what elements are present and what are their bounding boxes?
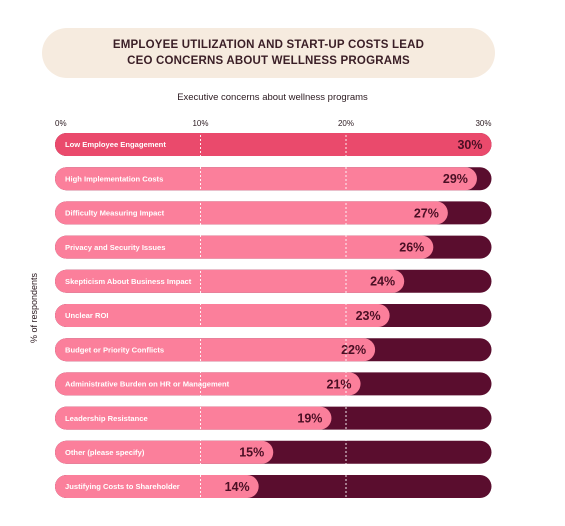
- bar-row: Skepticism About Business Impact 24%: [55, 269, 492, 293]
- bar: [55, 167, 477, 191]
- value-label: 27%: [414, 206, 439, 220]
- bar-row: Difficulty Measuring Impact 27%: [55, 201, 492, 225]
- chart-title-line-1: EMPLOYEE UTILIZATION AND START-UP COSTS …: [112, 39, 425, 51]
- bar: [55, 475, 259, 498]
- bar-row: High Implementation Costs 29%: [55, 167, 492, 191]
- category-label: Low Employee Engagement: [65, 140, 166, 149]
- bar: [55, 338, 376, 362]
- bar-row: Privacy and Security Issues 26%: [55, 235, 492, 259]
- category-label: Justifying Costs to Shareholder: [65, 482, 180, 491]
- bar: [55, 269, 405, 293]
- category-label: Privacy and Security Issues: [65, 243, 165, 252]
- bar-row: Budget or Priority Conflicts 22%: [55, 338, 492, 362]
- bar: [55, 372, 361, 396]
- chart-title-line-2: CEO CONCERNS ABOUT WELLNESS PROGRAMS: [127, 55, 410, 67]
- category-label: High Implementation Costs: [65, 174, 163, 183]
- bar-row: Justifying Costs to Shareholder 14%: [55, 475, 492, 498]
- value-label: 14%: [225, 480, 250, 494]
- chart-subtitle: Executive concerns about wellness progra…: [177, 92, 368, 103]
- bar: [55, 304, 390, 327]
- value-label: 26%: [399, 241, 424, 255]
- category-label: Administrative Burden on HR or Managemen…: [65, 380, 230, 389]
- category-label: Skepticism About Business Impact: [65, 277, 192, 286]
- value-label: 22%: [341, 343, 366, 357]
- bar-row: Low Employee Engagement 30%: [55, 133, 492, 156]
- category-label: Leadership Resistance: [65, 414, 148, 423]
- bar-row: Other (please specify) 15%: [55, 440, 492, 464]
- category-label: Other (please specify): [65, 448, 145, 457]
- bar: [55, 133, 492, 156]
- value-label: 23%: [356, 309, 381, 323]
- x-tick-label: 20%: [338, 119, 354, 128]
- bar-row: Leadership Resistance 19%: [55, 406, 492, 430]
- bar: [55, 201, 448, 225]
- bar: [55, 235, 434, 259]
- value-label: 29%: [443, 172, 468, 186]
- chart-title: EMPLOYEE UTILIZATION AND START-UP COSTS …: [42, 28, 495, 78]
- bar-row: Unclear ROI 23%: [55, 304, 492, 327]
- x-tick-label: 30%: [475, 119, 491, 128]
- category-label: Budget or Priority Conflicts: [65, 345, 164, 354]
- value-label: 30%: [457, 138, 482, 152]
- bar: [55, 406, 332, 430]
- category-label: Unclear ROI: [65, 311, 108, 320]
- value-label: 21%: [327, 377, 352, 391]
- bar-row: Administrative Burden on HR or Managemen…: [55, 372, 492, 396]
- value-label: 19%: [297, 412, 322, 426]
- bar: [55, 440, 274, 464]
- x-tick-label: 0%: [55, 119, 67, 128]
- category-label: Difficulty Measuring Impact: [65, 209, 165, 218]
- value-label: 15%: [239, 446, 264, 460]
- value-label: 24%: [370, 275, 395, 289]
- x-tick-label: 10%: [192, 119, 208, 128]
